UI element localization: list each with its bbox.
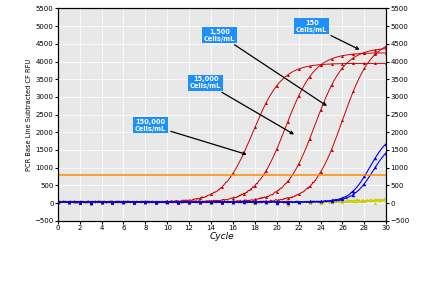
Text: 150,000
Cells/mL: 150,000 Cells/mL [135, 119, 246, 155]
Y-axis label: PCR Base Line Subtracted CF RFU: PCR Base Line Subtracted CF RFU [25, 59, 32, 171]
X-axis label: Cycle: Cycle [210, 232, 234, 241]
Text: 15,000
Cells/mL: 15,000 Cells/mL [190, 76, 293, 134]
Text: 150
Cells/mL: 150 Cells/mL [296, 20, 358, 49]
Text: 1,500
Cells/mL: 1,500 Cells/mL [204, 29, 326, 105]
